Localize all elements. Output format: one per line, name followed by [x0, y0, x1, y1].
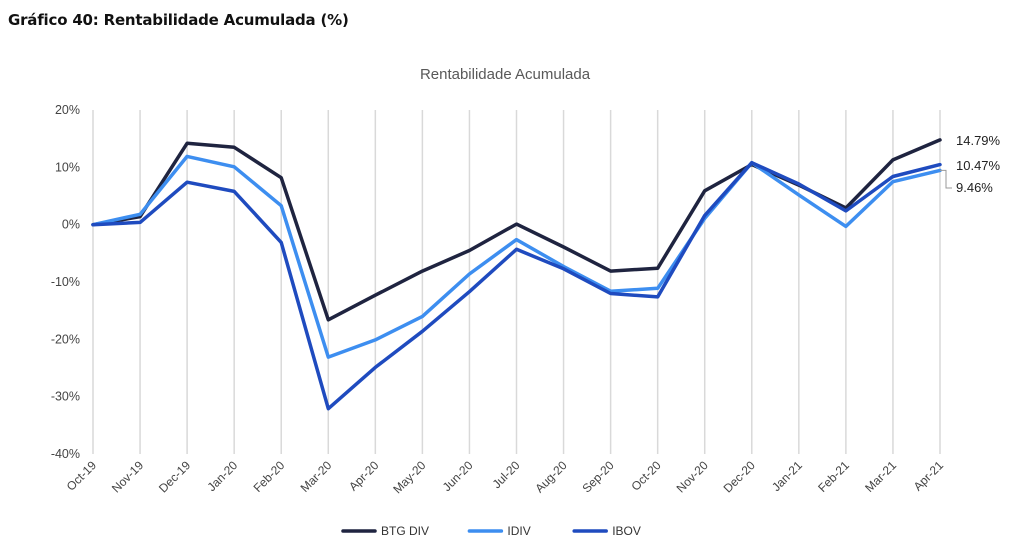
y-tick-label: 10% [55, 160, 80, 174]
series-layer [91, 138, 942, 411]
x-tick-label: Nov-20 [674, 458, 711, 495]
y-tick-label: -40% [51, 447, 80, 461]
end-label-leader [940, 169, 952, 189]
x-tick-label: Jun-20 [440, 458, 476, 494]
x-tick-label: Apr-20 [346, 458, 382, 494]
y-tick-label: -20% [51, 332, 80, 346]
y-tick-label: -30% [51, 390, 80, 404]
end-label-ibov: 10.47% [956, 158, 1001, 173]
grid-layer [92, 110, 941, 454]
legend-label: IDIV [507, 524, 530, 538]
y-tick-label: 20% [55, 103, 80, 117]
x-tick-label: Oct-20 [628, 458, 664, 494]
end-labels: 14.79% 10.47% 9.46% [940, 133, 1001, 195]
x-tick-label: May-20 [390, 458, 428, 496]
x-tick-label: Mar-21 [862, 458, 899, 495]
x-tick-label: Jan-21 [769, 458, 805, 494]
x-axis: Oct-19 Nov-19 Dec-19 Jan-20 Feb-20 Mar-20 Apr-… [64, 458, 947, 496]
series-line-ibov [91, 160, 942, 411]
x-tick-label: Dec-20 [721, 458, 758, 495]
end-label-idiv: 9.46% [956, 180, 993, 195]
y-tick-label: 0% [62, 218, 80, 232]
x-tick-label: Feb-21 [815, 458, 852, 495]
x-tick-label: Oct-19 [64, 458, 100, 494]
y-tick-label: -10% [51, 275, 80, 289]
x-tick-label: Dec-19 [156, 458, 193, 495]
figure-heading: Gráfico 40: Rentabilidade Acumulada (%) [8, 11, 349, 29]
x-tick-label: Aug-20 [532, 458, 569, 495]
x-tick-label: Mar-20 [298, 458, 335, 495]
series-line-idiv [91, 154, 942, 359]
x-tick-label: Feb-20 [251, 458, 288, 495]
x-tick-label: Jan-20 [204, 458, 240, 494]
legend-label: BTG DIV [381, 524, 429, 538]
x-tick-label: Apr-21 [911, 458, 947, 494]
x-tick-label: Nov-19 [109, 458, 146, 495]
chart-title: Rentabilidade Acumulada [420, 66, 591, 83]
y-axis: 20% 10% 0% -10% -20% -30% -40% [51, 103, 80, 461]
legend-label: IBOV [612, 524, 641, 538]
x-tick-label: Jul-20 [490, 458, 523, 491]
x-tick-label: Sep-20 [579, 458, 616, 495]
end-label-btg-div: 14.79% [956, 133, 1001, 148]
legend: BTG DIV IDIV IBOV [341, 524, 641, 538]
